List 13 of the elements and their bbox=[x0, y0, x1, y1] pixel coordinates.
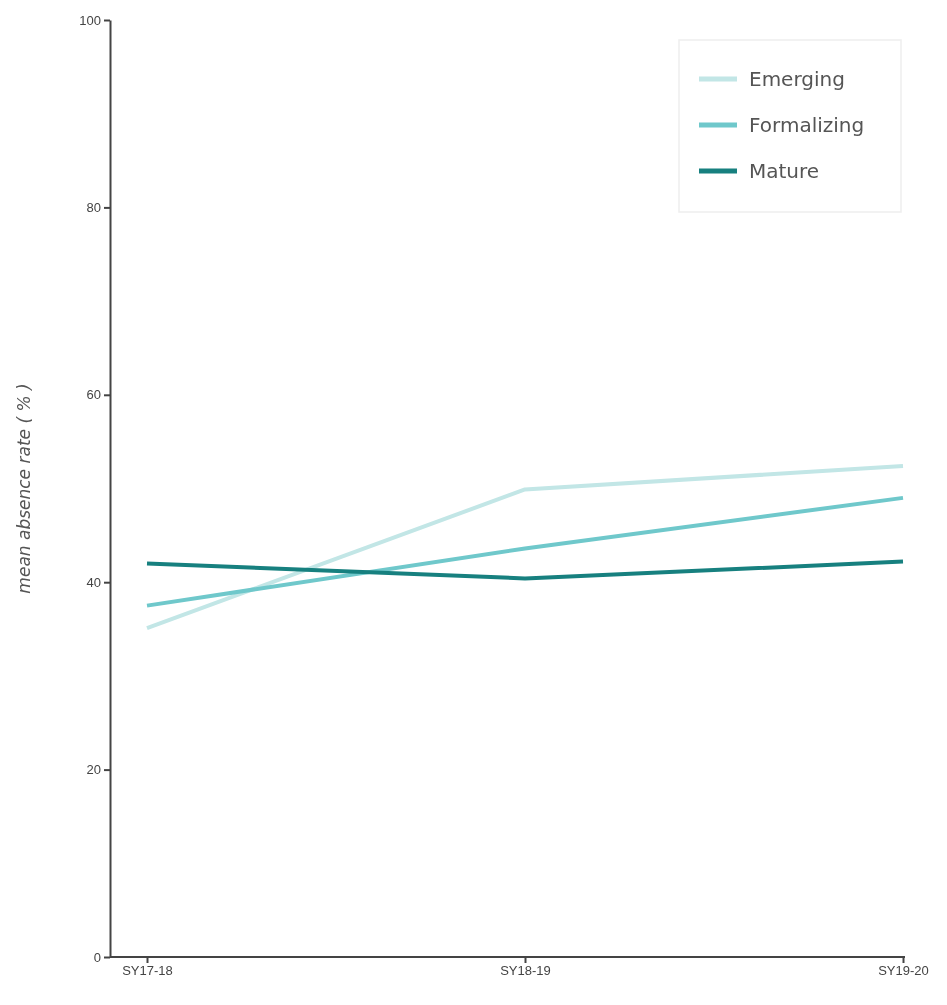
y-tick-label: 80 bbox=[86, 200, 101, 216]
y-tick-label: 60 bbox=[86, 387, 101, 403]
y-tick-label: 100 bbox=[79, 12, 101, 28]
legend-label: Emerging bbox=[749, 67, 845, 91]
x-tick-label: SY17-18 bbox=[122, 963, 173, 979]
y-tick-label: 20 bbox=[86, 762, 101, 778]
y-tick-label: 0 bbox=[93, 949, 101, 965]
x-tick-label: SY19-20 bbox=[878, 963, 929, 979]
x-tick-label: SY18-19 bbox=[500, 963, 551, 979]
y-tick-label: 40 bbox=[86, 574, 101, 590]
y-axis-title: mean absence rate ( % ) bbox=[14, 383, 34, 594]
legend-label: Mature bbox=[749, 159, 820, 183]
legend-label: Formalizing bbox=[749, 113, 865, 137]
